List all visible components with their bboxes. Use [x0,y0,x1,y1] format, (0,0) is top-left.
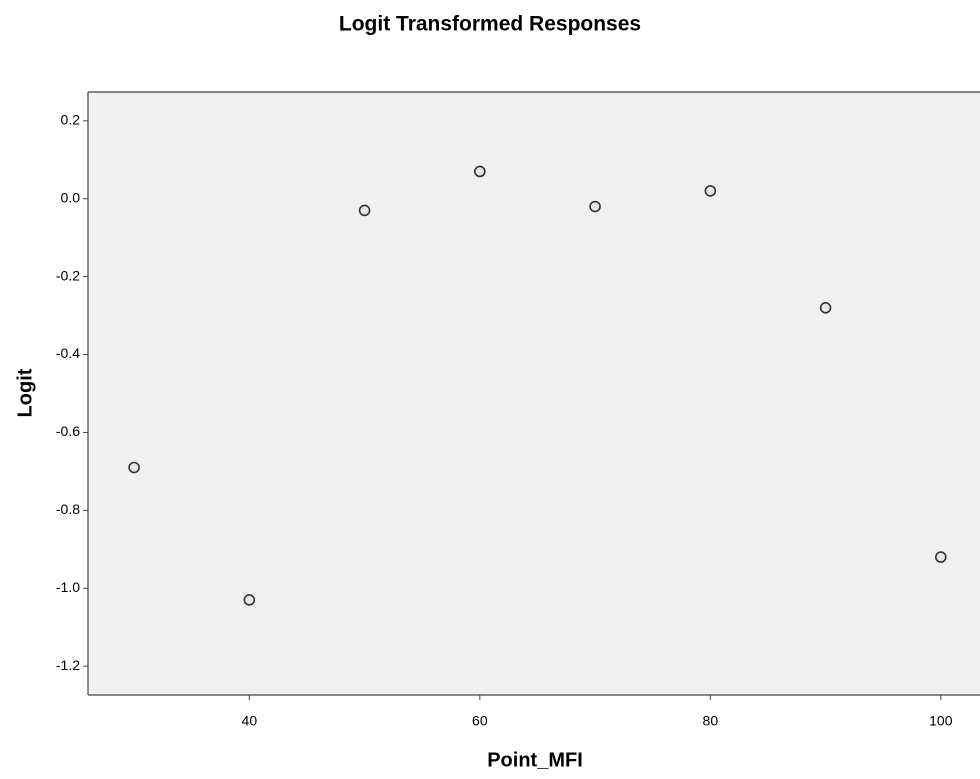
y-tick-label: 0.2 [61,112,81,128]
point [819,302,832,314]
x-axis-label: Point_MFI [487,749,583,771]
point [589,200,601,213]
y-tick-label: -1.2 [56,657,80,673]
point [704,185,717,197]
y-tick-label: 0.0 [61,189,81,205]
y-tick-label: -1.0 [56,579,80,595]
x-tick-label: 40 [242,713,258,729]
y-tick-label: -0.4 [56,345,80,361]
point [358,204,371,217]
point [243,594,256,606]
y-tick-label: -0.8 [56,501,80,517]
y-tick-label: -0.6 [56,423,80,439]
chart-title: Logit Transformed Responses [339,13,641,36]
x-tick-label: 100 [929,713,953,729]
x-tick-label: 80 [703,713,719,729]
point [935,551,947,563]
y-tick-label: -0.2 [56,267,80,283]
plot-area [88,92,980,695]
y-axis-label: Logit [14,368,36,417]
point [128,461,140,474]
point [474,165,486,178]
x-tick-label: 60 [472,713,488,729]
